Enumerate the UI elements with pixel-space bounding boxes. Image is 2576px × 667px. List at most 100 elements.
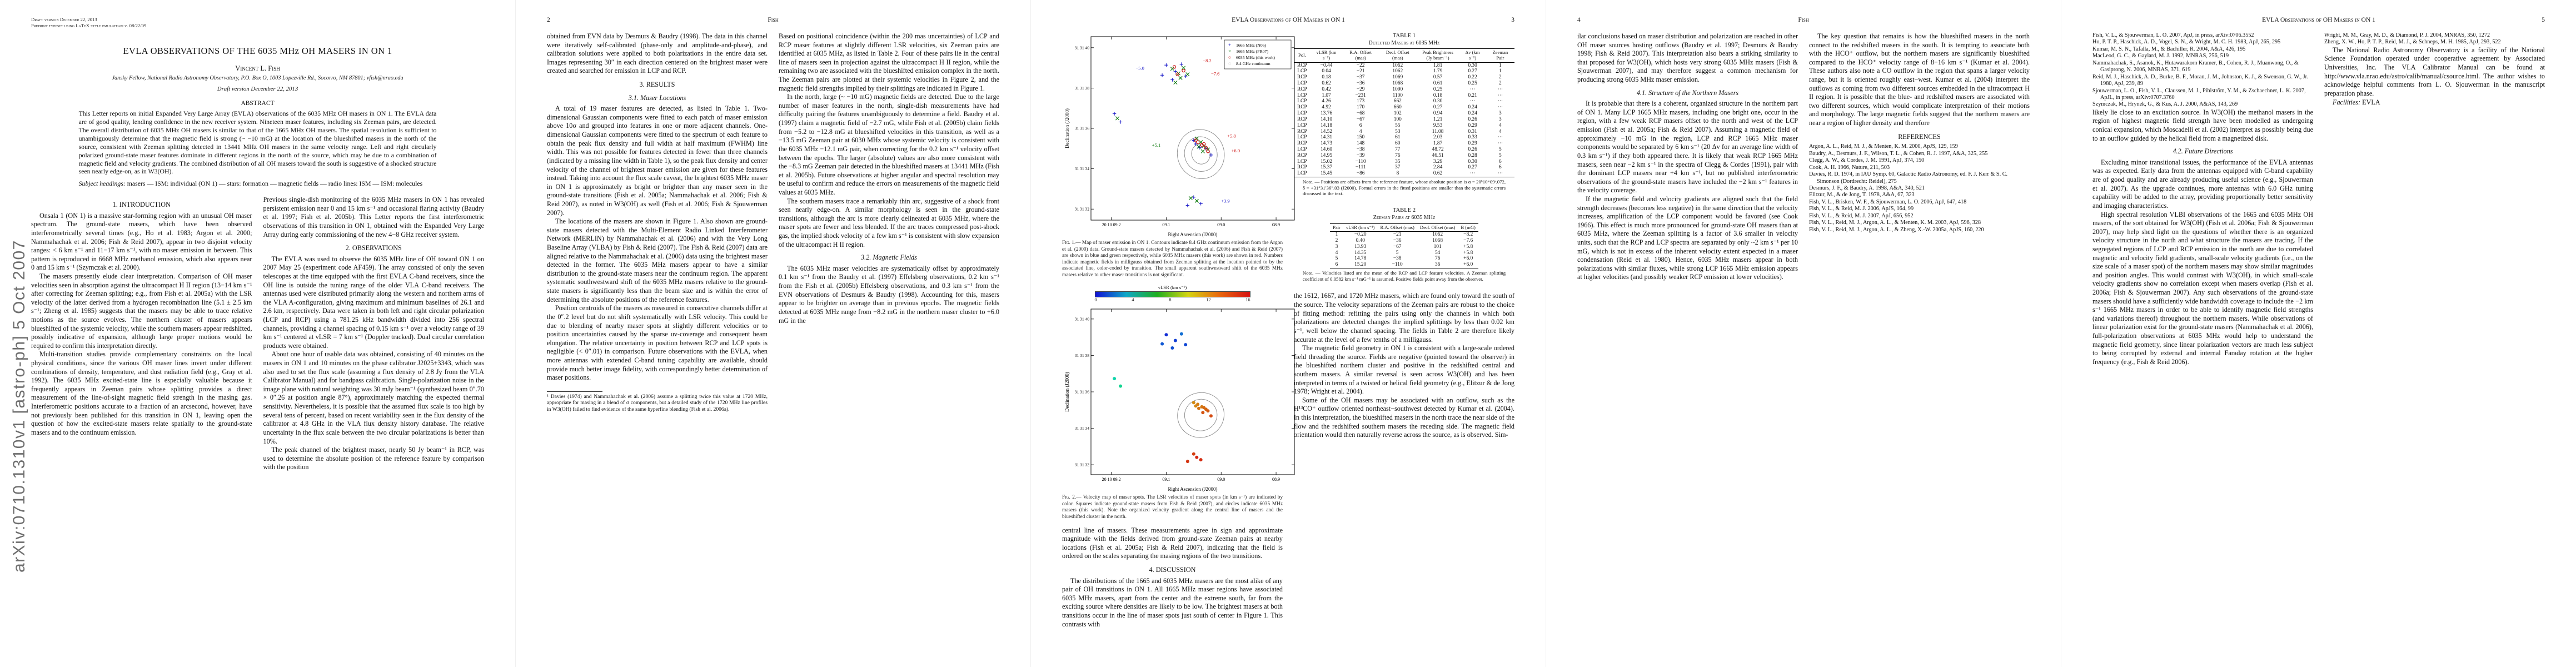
colorbar-gradient [1094,291,1250,297]
figure-1: 20 10 09.2 09.1 09.0 08.9 31 31 40 31 31 38 31… [1062,32,1295,279]
svg-text:08.9: 08.9 [1272,222,1280,227]
reference-entry: Baudry, A., Desmurs, J. F., Wilson, T. L… [1809,150,1988,157]
paragraph: ilar conclusions based on maser distribu… [1577,32,1798,84]
page-number: 2 [547,17,550,23]
column-header: vLSR (km s⁻¹) [1310,48,1343,63]
svg-text:−8.2: −8.2 [1203,58,1211,63]
column-header: Δv (km s⁻¹) [1459,48,1486,63]
column-header: Zeeman Pair [1486,48,1514,63]
table-1-number: TABLE 1 [1392,33,1416,39]
page-number: 5 [2542,17,2545,23]
reference-entry: Fish, V. L., Reid, M. J., Argon, A. L., … [1809,220,1981,226]
paragraph: Facilities: EVLA [2333,98,2380,106]
table-1-title: Detected Masers at 6035 MHz [1368,39,1440,46]
arxiv-stamp: arXiv:0710.1310v1 [astro-ph] 5 Oct 2007 [10,240,28,573]
paragraph: central line of masers. These measuremen… [1062,526,1283,560]
table-2-header-row: Pair vLSR (km s⁻¹) R.A. Offset (mas) Decl. … [1330,223,1478,232]
colorbar-tick: 4 [1132,297,1134,302]
table-row: RCP 14.95 −39 76 46.51 0.28 5 [1297,152,1502,158]
reference-entry: Kumar, M. S. N., Tafalla, M., & Bachille… [2092,46,2246,52]
table-1-header-row: Pol. vLSR (km s⁻¹) R.A. Offset (mas) Decl. … [1294,48,1514,63]
reference-entry: Fish, V. L., & Reid, M. J. 2006, ApJS, 1… [1809,206,1914,212]
footnote: ¹ Davies (1974) and Nammahachak et al. (… [547,391,768,413]
paragraph: The locations of the masers are shown in… [547,217,768,303]
paragraph: Previous single-dish monitoring of the 6… [263,196,485,238]
table-row: LCP 0.62 −36 1068 0.61 0.25 2 [1297,81,1502,87]
column-header: vLSR (km s⁻¹) [1343,223,1378,232]
svg-text:09.1: 09.1 [1162,222,1170,227]
abstract-heading: ABSTRACT [241,100,275,107]
column-header: B (mG) [1458,223,1478,232]
page2-left-column: obtained from EVN data by Desmurs & Baud… [547,32,768,413]
table-row: RCP 15.37 −111 37 2.84 0.27 6 [1297,165,1502,171]
zeeman-pairs-table: Pair vLSR (km s⁻¹) R.A. Offset (mas) Decl. … [1330,223,1478,269]
running-title: EVLA Observations of OH Masers in ON 1 [2262,17,2375,23]
running-head: 2 Fish [547,17,999,23]
paragraph: Multi-transition studies provide complem… [31,350,252,436]
author-name: Vincent L. Fish [235,64,280,73]
paragraph: The EVLA was used to observe the 6035 MH… [263,255,485,350]
page3-left-text: central line of masers. These measuremen… [1062,526,1283,629]
table-row: 1 −0.20 −21 1062 −8.2 [1335,232,1473,238]
reference-entry: Cook, A. H. 1966, Nature, 211, 503 [1809,164,1890,171]
paragraph: The southern masers trace a remarkably t… [779,197,999,248]
svg-text:20 10 09.2: 20 10 09.2 [1102,477,1121,482]
svg-text:31 31 40: 31 31 40 [1075,45,1090,50]
paragraph: obtained from EVN data by Desmurs & Baud… [547,32,768,75]
page2-right-column: Based on positional coincidence (within … [779,32,999,413]
figure-1-plot: 20 10 09.2 09.1 09.0 08.9 31 31 40 31 31 38 31… [1062,32,1295,239]
table-row: 4 14.35 5 54 +5.8 [1335,250,1473,256]
page-4: 4 Fish ilar conclusions based on maser d… [1546,0,2061,667]
subject-label: Subject headings: [78,180,126,188]
page5-left-column: Fish, V. L., & Sjouwerman, L. O. 2007, A… [2092,32,2313,366]
subject-list: masers — ISM: individual (ON 1) — stars:… [127,180,423,188]
section-heading: 4. DISCUSSION [1149,566,1196,574]
table-row: LCP 4.26 173 662 0.30 ⋯ ⋯ [1297,98,1503,104]
svg-text:31 31 32: 31 31 32 [1075,462,1090,467]
column-header: Decl. Offset (mas) [1379,48,1417,63]
reference-entry: Zheng, X. W., Ho, P. T. P., Reid, M. J.,… [2324,39,2501,46]
section-heading: 3. RESULTS [639,81,675,89]
page-5: EVLA Observations of OH Masers in ON 1 5… [2061,0,2576,667]
table-row: RCP 0.42 −29 1090 0.25 ⋯ ⋯ [1297,86,1503,92]
fig2-colorbar: vLSR (km s⁻¹) 0 4 8 12 16 [1094,285,1250,303]
paragraph: likely lie close to an excitation source… [2092,108,2313,142]
table-row: RCP 14.73 148 60 1.87 0.29 ⋯ [1297,141,1503,147]
page-number: 4 [1577,17,1581,23]
column-header: R.A. Offset (mas) [1377,223,1417,232]
reference-entry: Clegg, A. W., & Cordes, J. M. 1991, ApJ,… [1809,157,1925,164]
colorbar-ticks: 0 4 8 12 16 [1095,297,1250,303]
svg-text:Declination (J2000): Declination (J2000) [1064,108,1070,148]
table-row: 6 15.20 −110 36 +6.0 [1335,262,1473,268]
svg-text:Declination (J2000): Declination (J2000) [1064,372,1070,412]
preprint-note: Preprint typeset using LaTeX style emula… [31,23,147,29]
subsection-heading: 3.1. Maser Locations [628,93,686,102]
reference-entry: Fish, V. L., Brisken, W. F., & Sjouwerma… [1809,198,1967,205]
table-row: LCP 1.07 −231 1100 0.18 0.21 ⋯ [1297,92,1503,98]
reference-entry: Desmurs, J. F., & Baudry, A. 1998, A&A, … [1809,185,1925,191]
paragraph: The National Radio Astronomy Observatory… [2324,46,2545,97]
svg-text:−7.6: −7.6 [1211,71,1219,76]
svg-text:09.0: 09.0 [1217,477,1225,482]
detected-masers-table: Pol. vLSR (km s⁻¹) R.A. Offset (mas) Decl. … [1294,48,1514,178]
svg-text:31 31 38: 31 31 38 [1075,86,1090,91]
paragraph: If the magnetic field and velocity gradi… [1577,195,1798,281]
page4-left-column: ilar conclusions based on maser distribu… [1577,32,1798,282]
reference-entry: Elitzur, M., & de Jong, T. 1978, A&A, 67… [1809,192,1915,198]
svg-text:1665 MHz (FR07): 1665 MHz (FR07) [1236,49,1268,54]
svg-text:31 31 34: 31 31 34 [1075,166,1090,171]
draft-version: Draft version December 22, 2013 [217,86,298,93]
subsection-heading: 4.1. Structure of the Northern Masers [1636,88,1739,97]
svg-text:09.0: 09.0 [1217,222,1225,227]
table-row: RCP −0.44 −22 1062 1.81 0.30 1 [1297,62,1502,68]
svg-text:8.4 GHz continuum: 8.4 GHz continuum [1236,61,1270,66]
paragraph: High spectral resolution VLBI observatio… [2092,210,2313,366]
page3-right-text: the 1612, 1667, and 1720 MHz masers, whi… [1294,292,1514,439]
svg-text:+3.9: +3.9 [1221,198,1229,204]
column-header: Decl. Offset (mas) [1417,223,1458,232]
table-row: LCP 14.60 −38 77 48.72 0.26 5 [1297,146,1502,152]
reference-entry: Argon, A. L., Reid, M. J., & Menten, K. … [1809,143,1958,150]
section-heading: 1. INTRODUCTION [112,201,171,209]
page3-right-column: TABLE 1 Detected Masers at 6035 MHz Pol.… [1294,32,1514,629]
reference-entry: Fish, V. L., & Reid, M. J. 2007, ApJ, 65… [1809,212,1914,219]
